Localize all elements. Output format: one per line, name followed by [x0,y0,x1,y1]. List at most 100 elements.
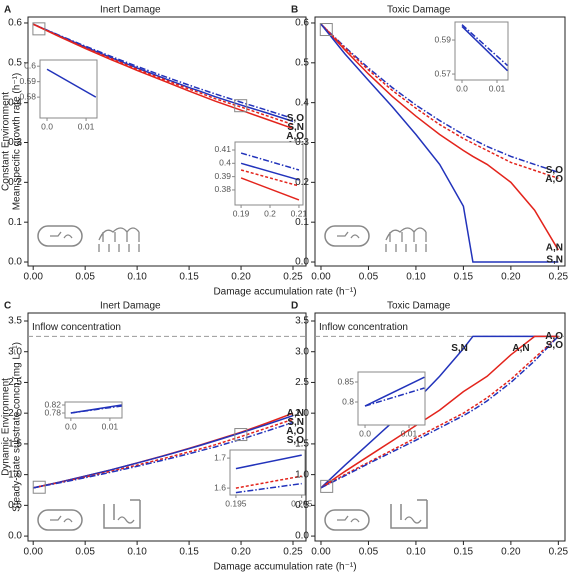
series-label: S,O [546,340,563,351]
y-tick-label: 0.0 [295,257,309,268]
x-axis-label: Damage accumulation rate (h⁻¹) [213,287,356,298]
series-label: A,O [545,174,563,185]
inset-line [240,177,300,201]
zoom-marker [32,480,46,494]
y-axis-label: Steady-state substrate concn (mg L⁻¹) [12,342,23,512]
series-line [320,335,559,489]
series-line [33,414,294,489]
inset-y-tick-label: 0.78 [44,407,61,417]
inset-x-tick-label: 0.2 [264,208,276,218]
y-tick-label: 2.0 [295,408,309,419]
inset-line [46,68,97,98]
inset-line [364,387,425,407]
y-tick-label: 0.0 [295,531,309,542]
series-label: A,N [546,243,563,254]
series-line [320,335,559,489]
y-tick-label: 0.0 [8,531,22,542]
y-tick-label: 0.2 [8,177,22,188]
y-tick-label: 3.0 [8,346,22,357]
inset-line [70,405,122,414]
x-tick-label: 0.15 [454,547,474,558]
inset: 0.8 0.85 0.0 0.01 [337,371,426,438]
series-label: S,N [287,417,304,428]
panel: D Toxic Damage 0.0 0.5 1.0 1.5 2.0 2.5 3.0 3.5 0.0… [291,301,568,558]
series-label: S,O [287,435,304,446]
inset: 0.58 0.59 0.6 0.0 0.01 [19,59,98,131]
series-label: A,O [286,131,304,142]
panel-title: Toxic Damage [387,301,451,312]
x-tick-label: 0.05 [359,272,379,283]
zoom-marker [32,22,46,36]
y-tick-label: 0.4 [295,97,309,108]
inset-x-tick-label: 0.0 [41,121,53,131]
x-tick-label: 0.15 [179,547,199,558]
x-tick-label: 0.10 [406,272,426,283]
inset-x-tick-label: 0.01 [102,421,119,431]
y-axis-label: Mean specific growth rate (h⁻¹) [12,73,23,211]
inset-y-tick-label: 0.58 [19,91,36,101]
y-tick-label: 0.5 [295,500,309,511]
series-label: A,N [287,408,304,419]
x-tick-label: 0.05 [75,272,95,283]
y-tick-label: 2.0 [8,408,22,419]
row-label: Constant Environment [1,92,12,191]
inset-x-tick-label: 0.205 [291,498,313,508]
cell-icon [324,225,370,247]
inset-y-tick-label: 0.39 [214,171,231,181]
environment-icon [98,227,140,253]
x-tick-label: 0.25 [549,272,568,283]
series-line [320,23,559,263]
zoom-marker [234,428,248,442]
zoom-marker [234,99,248,113]
series-line [33,418,294,489]
y-tick-label: 0.3 [8,137,22,148]
plot-frame [314,16,566,267]
inset-line [364,376,425,407]
inset-frame [454,21,509,81]
y-tick-label: 0.5 [8,500,22,511]
series-label: S,N [451,343,468,354]
x-tick-label: 0.25 [283,547,303,558]
x-tick-label: 0.15 [179,272,199,283]
inset-x-tick-label: 0.0 [359,428,371,438]
panel-letter: A [4,5,11,16]
panel: A Inert Damage Constant Environment Mean sp… [1,5,357,298]
x-tick-label: 0.00 [23,272,43,283]
series-line [320,23,559,251]
series-line [33,421,294,489]
y-tick-label: 0.6 [295,18,309,29]
x-tick-label: 0.20 [231,547,251,558]
x-tick-label: 0.20 [501,272,521,283]
inset-frame [234,141,304,206]
x-tick-label: 0.10 [406,547,426,558]
inset-line [235,475,302,489]
x-tick-label: 0.25 [283,272,303,283]
x-tick-label: 0.10 [127,547,147,558]
panel-letter: C [4,301,11,312]
inset-y-tick-label: 1.7 [214,452,226,462]
inset: 0.38 0.39 0.4 0.41 0.19 0.2 0.21 [214,141,307,218]
inset-y-tick-label: 0.57 [434,68,451,78]
x-tick-label: 0.15 [454,272,474,283]
y-tick-label: 3.5 [8,316,22,327]
plot-frame [27,16,307,267]
series-label: S,N [546,255,563,266]
inset-x-tick-label: 0.01 [489,83,506,93]
reference-label: Inflow concentration [32,322,121,333]
inset-line [461,25,508,72]
x-tick-label: 0.05 [359,547,379,558]
panel-letter: B [291,5,298,16]
inset-line [240,169,300,187]
x-tick-label: 0.00 [311,272,331,283]
y-tick-label: 3.5 [295,316,309,327]
x-axis-label: Damage accumulation rate (h⁻¹) [213,562,356,573]
x-tick-label: 0.20 [501,547,521,558]
inset-frame [39,59,98,119]
series-label: A,O [545,331,563,342]
cell-icon [324,509,370,531]
series-line [320,335,559,489]
y-tick-label: 1.5 [295,439,309,450]
panel-letter: D [291,301,298,312]
inset-x-tick-label: 0.0 [65,421,77,431]
